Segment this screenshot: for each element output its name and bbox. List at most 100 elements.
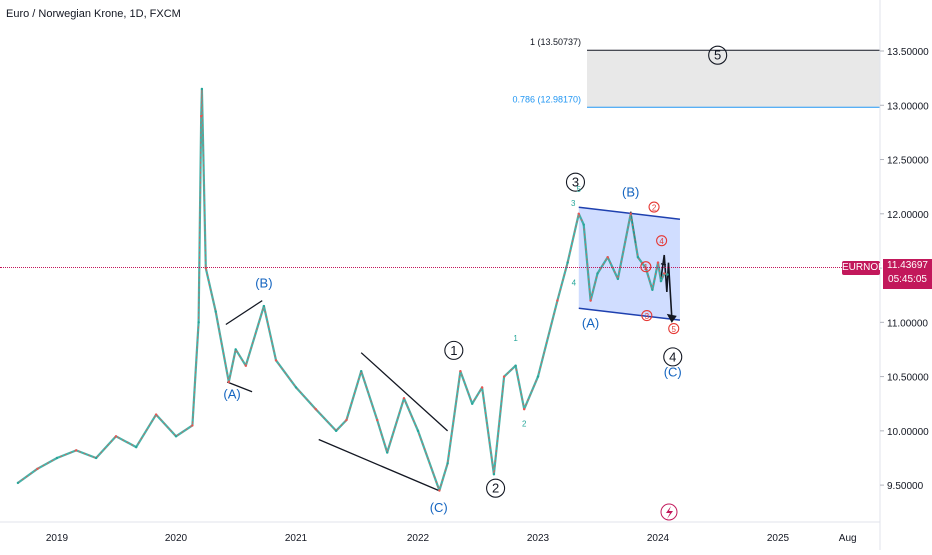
event-marker-icon[interactable] [660,503,678,521]
price-point [596,272,599,275]
wave-label: 2 [652,204,657,213]
wave-label: 1 [450,343,457,358]
price-point [606,256,609,259]
price-point [459,369,462,373]
price-point [200,114,203,118]
price-point [244,364,248,367]
price-point [651,288,654,291]
wave-label: 5 [577,185,582,194]
wave-label: (C) [664,365,682,380]
trendline [225,300,263,326]
price-point [666,273,669,276]
wave-label-circle [656,235,668,247]
wave-label: (A) [582,316,599,331]
x-tick-label: 2021 [285,533,308,544]
price-point [536,375,540,378]
projection-arrowhead [666,313,677,323]
wave-label: (B) [255,276,272,291]
price-point [446,462,449,465]
x-tick-label: 2022 [407,533,430,544]
price-point [502,375,506,378]
y-tick-label: 10.50000 [887,373,929,384]
wave-label: 2 [492,481,499,496]
price-point [386,451,389,454]
price-point [227,380,230,384]
wave-label-circle [708,45,728,65]
wave-label: 4 [572,278,577,287]
chart-header-title: Euro / Norwegian Krone, 1D, FXCM [6,8,181,20]
y-tick-label: 9.50000 [887,481,924,492]
price-point [191,424,194,427]
price-point [200,87,204,91]
y-tick-label: 13.50000 [887,47,929,58]
price-point [663,272,666,275]
channel-lower-line [578,307,681,321]
price-point [174,435,178,438]
price-point [294,386,298,389]
symbol-badge[interactable]: EURNOK [842,261,885,275]
price-point [480,386,484,389]
y-tick-label: 12.50000 [887,156,929,167]
x-tick-label: 2023 [527,533,550,544]
price-point [659,279,663,283]
price-point [471,402,474,405]
wave-label: 3 [645,312,650,321]
price-point [589,299,592,302]
price-countdown: 05:45:05 [888,274,927,285]
price-badge[interactable]: 11.43697 05:45:05 [883,259,932,289]
price-point [402,397,406,400]
wave-label-circle [668,323,680,335]
price-point [154,413,158,416]
wave-label-circle [565,172,586,192]
x-tick-label: Aug [839,533,857,544]
price-series-overlay [17,88,668,492]
price-point [566,261,569,264]
price-point [75,449,78,452]
wave-label: 3 [572,175,579,190]
price-point [214,310,217,313]
channel-upper-line [578,206,681,220]
price-point [345,418,348,422]
wave-label: 4 [669,349,676,364]
price-point [314,407,317,411]
wave-label: (B) [622,184,639,199]
price-point [577,212,580,215]
price-point [94,456,98,460]
price-point [582,223,585,226]
fib-level-label: 0.786 (12.98170) [512,94,581,104]
wave-label-circle [640,261,652,273]
price-point [262,304,266,308]
y-tick-label: 10.00000 [887,427,929,438]
wave-label: (A) [223,386,240,401]
price-point [629,212,632,215]
wave-label-circle [663,347,683,367]
price-point [416,429,420,433]
price-point [274,359,278,362]
wave-label-circle [444,340,464,360]
price-point [556,299,559,302]
wave-label: 1 [513,334,518,343]
wave-label-circle [648,201,660,213]
wave4-channel [578,207,680,321]
fib-level-label: 1 (13.50737) [530,37,581,47]
trendline [360,352,449,432]
wave-label: 2 [522,419,527,428]
price-point [114,435,118,438]
y-tick-label: 13.00000 [887,101,929,112]
wave-label: (C) [430,500,448,515]
x-tick-label: 2020 [165,533,188,544]
price-point [135,445,138,449]
price-point [438,489,441,492]
price-point [334,429,338,433]
wave-label: 3 [571,199,576,208]
fib-target-zone [587,50,880,108]
price-point [359,369,363,373]
projection-path [660,254,673,317]
price-point [656,261,660,264]
wave-label: 5 [672,325,677,334]
x-tick-label: 2024 [647,533,670,544]
price-point [36,467,39,471]
price-value: 11.43697 [887,260,928,271]
